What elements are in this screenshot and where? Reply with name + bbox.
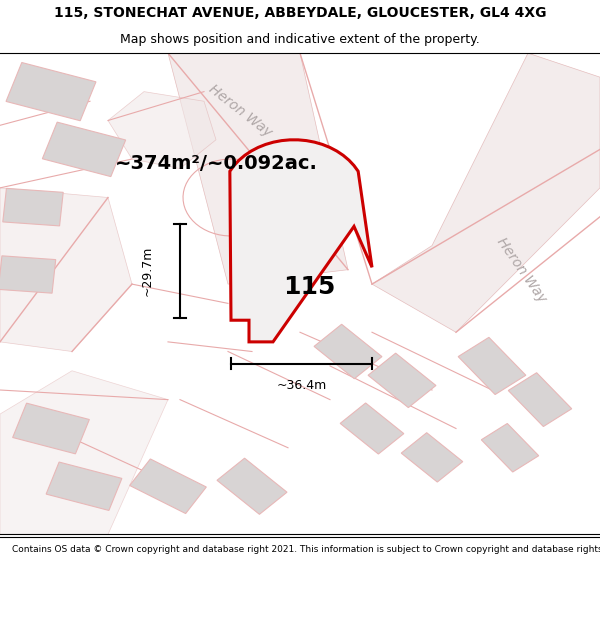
Polygon shape [13, 403, 89, 454]
Text: ~374m²/~0.092ac.: ~374m²/~0.092ac. [115, 154, 317, 173]
Polygon shape [401, 432, 463, 482]
Text: Heron Way: Heron Way [494, 234, 550, 305]
Polygon shape [108, 92, 216, 169]
Polygon shape [0, 371, 168, 534]
Polygon shape [130, 459, 206, 514]
Polygon shape [340, 403, 404, 454]
Polygon shape [3, 188, 63, 226]
Polygon shape [314, 324, 382, 379]
Text: 115, STONECHAT AVENUE, ABBEYDALE, GLOUCESTER, GL4 4XG: 115, STONECHAT AVENUE, ABBEYDALE, GLOUCE… [54, 6, 546, 20]
Polygon shape [168, 53, 348, 284]
Text: ~36.4m: ~36.4m [277, 379, 326, 392]
Polygon shape [508, 372, 572, 426]
Polygon shape [0, 256, 56, 293]
Polygon shape [372, 53, 600, 332]
Polygon shape [368, 353, 436, 408]
Text: ~29.7m: ~29.7m [140, 246, 154, 296]
Polygon shape [0, 188, 132, 351]
Polygon shape [6, 62, 96, 121]
Text: 115: 115 [283, 274, 335, 299]
Polygon shape [217, 458, 287, 514]
Text: Heron Way: Heron Way [206, 82, 274, 140]
Polygon shape [230, 140, 372, 342]
Polygon shape [458, 338, 526, 394]
Text: Map shows position and indicative extent of the property.: Map shows position and indicative extent… [120, 33, 480, 46]
Text: Contains OS data © Crown copyright and database right 2021. This information is : Contains OS data © Crown copyright and d… [12, 545, 600, 554]
Polygon shape [481, 424, 539, 472]
Polygon shape [46, 462, 122, 511]
Polygon shape [43, 122, 125, 177]
